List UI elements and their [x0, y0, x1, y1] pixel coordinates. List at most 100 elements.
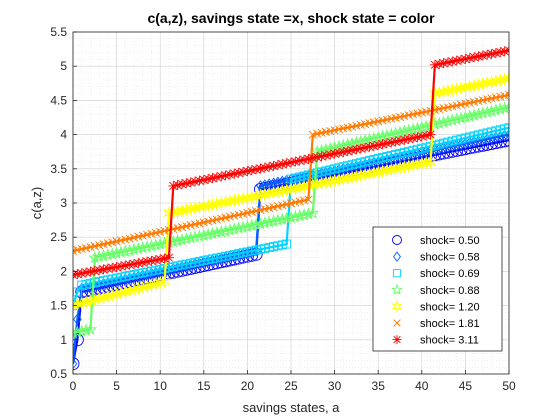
data-point-hexagram: [158, 274, 171, 289]
data-point-hexagram: [407, 158, 420, 173]
data-point-hexagram: [250, 189, 263, 204]
data-point-hexagram: [306, 178, 319, 193]
data-point-hexagram: [136, 280, 149, 295]
data-point-asterisk: [268, 160, 279, 171]
legend-label: shock= 0.50: [420, 235, 480, 247]
data-point-pentagram: [258, 216, 272, 229]
data-point-asterisk: [272, 160, 283, 171]
data-point-hexagram: [341, 171, 354, 186]
data-point-asterisk: [137, 257, 148, 268]
data-point-hexagram: [393, 160, 407, 175]
data-point-hexagram: [75, 296, 88, 311]
data-point-hexagram: [359, 167, 372, 182]
series-7: [73, 45, 509, 280]
data-point-pentagram: [179, 232, 193, 245]
data-point-hexagram: [236, 191, 250, 206]
data-point-hexagram: [376, 164, 389, 179]
data-point-asterisk: [399, 134, 410, 145]
legend-item: shock= 0.58: [393, 251, 480, 264]
data-point-hexagram: [450, 82, 463, 97]
data-point-hexagram: [228, 193, 241, 208]
legend-item: shock= 0.88: [391, 283, 480, 297]
data-point-pentagram: [223, 223, 237, 236]
data-point-pentagram: [197, 228, 211, 242]
data-point-asterisk: [251, 164, 262, 175]
data-point-pentagram: [175, 233, 189, 246]
data-point-hexagram: [350, 169, 363, 184]
data-point-hexagram: [446, 83, 459, 98]
data-point-hexagram: [184, 201, 197, 216]
data-point-pentagram: [262, 215, 276, 228]
y-tick-label: 2.5: [50, 230, 67, 244]
data-point-pentagram: [288, 209, 302, 223]
data-point-hexagram: [391, 299, 403, 313]
data-point-asterisk: [299, 154, 310, 165]
data-point-asterisk: [194, 175, 205, 186]
data-point-asterisk: [124, 259, 135, 270]
data-point-hexagram: [97, 290, 110, 305]
data-point-asterisk: [477, 50, 488, 61]
data-point-pentagram: [206, 226, 220, 240]
data-point-hexagram: [245, 190, 258, 205]
legend: shock= 0.50 shock= 0.58 shock= 0.69 shock= …: [372, 226, 503, 352]
data-point-hexagram: [258, 187, 271, 202]
data-point-asterisk: [98, 264, 109, 275]
data-point-asterisk: [150, 255, 161, 266]
data-point-pentagram: [454, 111, 468, 124]
data-point-asterisk: [495, 47, 506, 58]
data-point-asterisk: [129, 258, 140, 269]
data-point-hexagram: [315, 176, 328, 191]
data-point-asterisk: [364, 141, 375, 152]
data-point-asterisk: [303, 153, 314, 164]
data-point-hexagram: [411, 157, 424, 172]
data-point-asterisk: [277, 159, 288, 170]
data-point-pentagram: [123, 243, 137, 257]
data-point-pentagram: [415, 120, 429, 133]
x-tick-label: 50: [502, 379, 516, 393]
data-point-asterisk: [377, 139, 388, 150]
data-point-pentagram: [140, 240, 154, 253]
data-point-asterisk: [94, 265, 105, 276]
data-point-hexagram: [162, 206, 175, 221]
data-point-pentagram: [391, 283, 403, 295]
data-point-pentagram: [149, 238, 163, 251]
data-point-asterisk: [482, 49, 493, 60]
data-point-asterisk: [290, 156, 301, 167]
data-point-pentagram: [463, 109, 477, 122]
data-point-hexagram: [293, 180, 306, 195]
data-point-circle: [392, 235, 402, 245]
data-point-hexagram: [219, 195, 232, 210]
data-point-hexagram: [241, 190, 254, 205]
data-point-hexagram: [101, 289, 114, 304]
data-point-asterisk: [320, 150, 331, 161]
data-point-pentagram: [144, 239, 158, 252]
data-point-asterisk: [142, 256, 153, 267]
data-point-hexagram: [141, 279, 154, 294]
data-point-hexagram: [481, 75, 494, 90]
data-point-asterisk: [486, 48, 497, 59]
data-point-circle: [502, 133, 509, 147]
data-point-asterisk: [473, 51, 484, 62]
data-point-asterisk: [395, 135, 405, 146]
data-point-hexagram: [328, 173, 341, 188]
data-point-hexagram: [106, 288, 119, 303]
data-point-hexagram: [73, 297, 84, 312]
data-point-pentagram: [79, 323, 93, 336]
data-point-asterisk: [416, 131, 427, 142]
data-point-pentagram: [158, 236, 172, 250]
data-point-asterisk: [329, 148, 340, 159]
data-point-hexagram: [332, 172, 346, 187]
x-tick-label: 5: [113, 379, 120, 393]
data-point-pentagram: [83, 322, 97, 336]
legend-label: shock= 3.11: [420, 335, 479, 347]
x-tick-label: 40: [415, 379, 429, 393]
data-point-asterisk: [451, 55, 462, 66]
data-point-asterisk: [286, 157, 296, 168]
data-point-pentagram: [450, 112, 464, 125]
x-tick-label: 35: [372, 379, 386, 393]
y-tick-label: 0.5: [50, 367, 67, 381]
data-point-pentagram: [240, 219, 254, 233]
x-tick-label: 30: [328, 379, 342, 393]
data-point-hexagram: [289, 181, 302, 196]
data-point-hexagram: [311, 177, 324, 192]
